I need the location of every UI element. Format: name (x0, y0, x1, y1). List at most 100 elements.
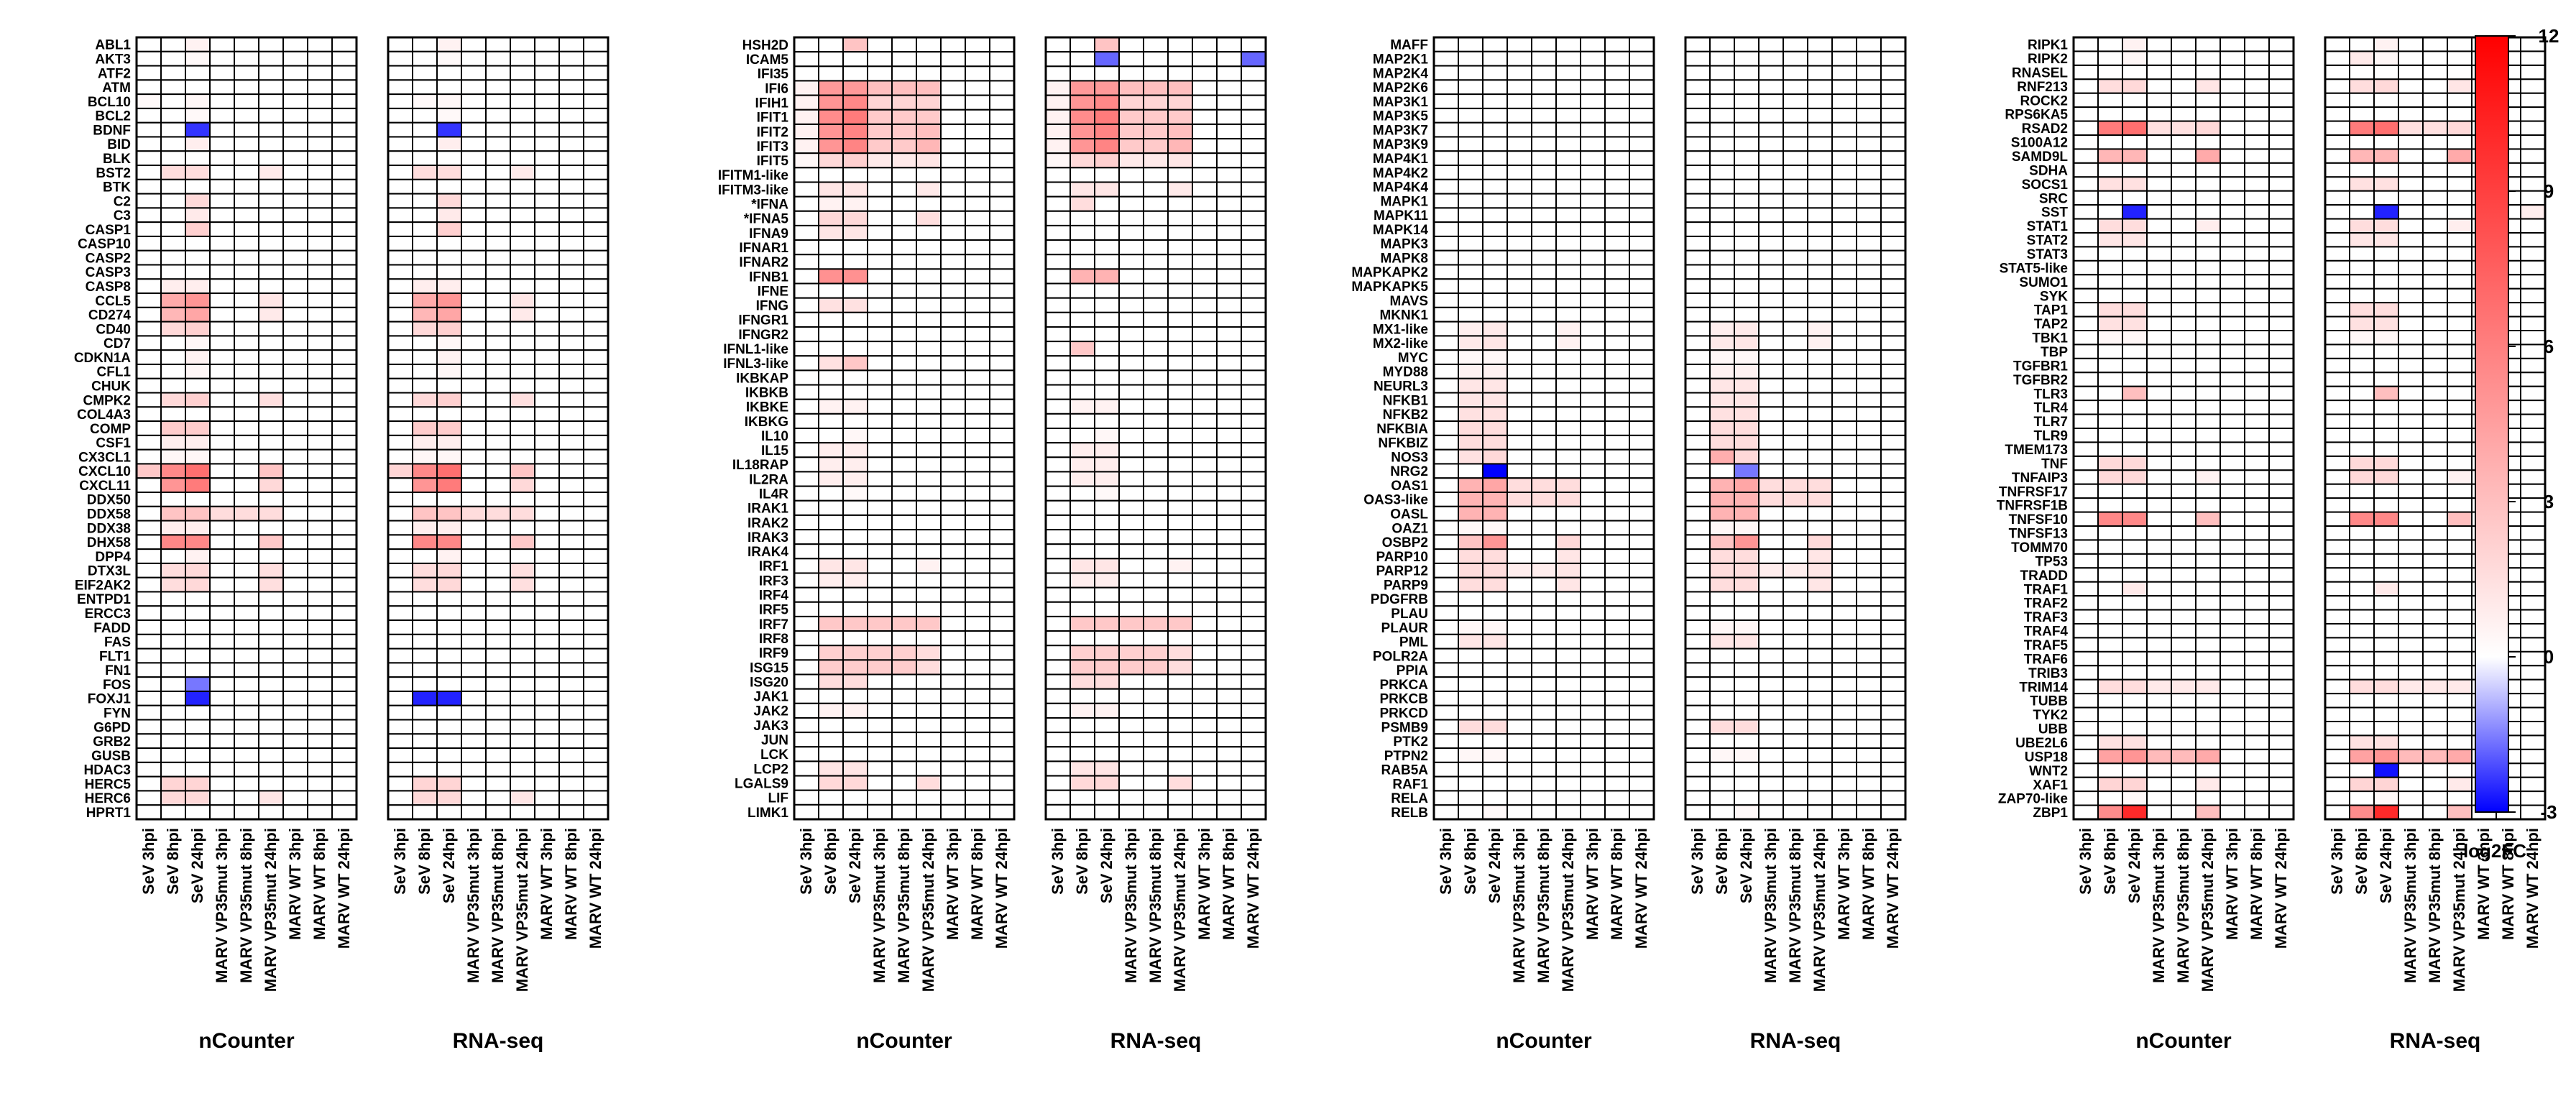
gene-label: NEURL3 (1374, 379, 1428, 395)
gene-label: CFL1 (97, 365, 132, 380)
gene-label: TRIM14 (2019, 680, 2068, 695)
heatmap-cell-rnaseq (412, 605, 438, 622)
heatmap-cell-rnaseq (1167, 239, 1193, 256)
heatmap-cell-ncounter (1604, 619, 1630, 635)
heatmap-cell-rnaseq (1045, 485, 1071, 502)
gene-label: MAVS (1390, 294, 1428, 309)
gene-label: IFNGR1 (738, 313, 788, 328)
heatmap-cell-ncounter (1482, 292, 1508, 308)
heatmap-cell-ncounter (818, 428, 844, 444)
heatmap-cell-ncounter (234, 761, 259, 778)
heatmap-cell-ncounter (307, 93, 333, 109)
heatmap-cell-rnaseq (1241, 471, 1266, 487)
heatmap-cell-ncounter (1629, 363, 1655, 379)
heatmap-cell-ncounter (1433, 492, 1459, 507)
heatmap-cell-rnaseq (1880, 377, 1906, 394)
heatmap-cell-rnaseq (1070, 80, 1095, 96)
heatmap-cell-ncounter (2122, 259, 2148, 276)
heatmap-cell-rnaseq (412, 193, 438, 209)
heatmap-cell-ncounter (136, 335, 162, 351)
heatmap-cell-rnaseq (1118, 384, 1144, 400)
heatmap-cell-ncounter (2146, 748, 2172, 765)
heatmap-cell-ncounter (2171, 693, 2196, 709)
heatmap-cell-ncounter (1506, 321, 1532, 337)
heatmap-cell-ncounter (2073, 525, 2099, 541)
heatmap-cell-ncounter (794, 543, 819, 560)
heatmap-cell-ncounter (1482, 178, 1508, 195)
heatmap-cell-ncounter (2097, 455, 2123, 471)
heatmap-cell-ncounter (2122, 650, 2148, 667)
heatmap-cell-rnaseq (1758, 278, 1784, 295)
heatmap-cell-rnaseq (1070, 586, 1095, 603)
heatmap-cell-ncounter (2171, 469, 2196, 485)
heatmap-cell-rnaseq (1216, 37, 1242, 53)
heatmap-cell-ncounter (1531, 719, 1557, 735)
gene-label: FAS (104, 635, 131, 650)
heatmap-cell-ncounter (2268, 134, 2294, 150)
heatmap-cell-ncounter (2268, 455, 2294, 471)
gene-label: G6PD (93, 720, 131, 735)
heatmap-cell-rnaseq (1758, 775, 1784, 792)
heatmap-cell-ncounter (331, 377, 357, 394)
heatmap-cell-ncounter (160, 505, 186, 522)
heatmap-cell-ncounter (818, 456, 844, 473)
heatmap-cell-ncounter (1604, 65, 1630, 81)
heatmap-cell-ncounter (940, 341, 966, 357)
heatmap-cell-rnaseq (1143, 413, 1169, 429)
heatmap-cell-rnaseq (1856, 505, 1882, 522)
heatmap-cell-ncounter (794, 195, 819, 212)
heatmap-cell-ncounter (209, 406, 235, 423)
heatmap-cell-rnaseq (1118, 673, 1144, 690)
heatmap-cell-ncounter (2073, 330, 2099, 346)
column-label: MARV VP35mut 8hpi (489, 828, 507, 983)
gene-label: RNASEL (2012, 65, 2069, 80)
heatmap-cell-ncounter (1555, 562, 1581, 579)
heatmap-cell-rnaseq (436, 534, 462, 550)
heatmap-cell-ncounter (794, 297, 819, 313)
heatmap-cell-rnaseq (387, 178, 413, 195)
gene-label: NOS3 (1391, 450, 1428, 465)
heatmap-cell-rnaseq (1758, 121, 1784, 138)
heatmap-cell-rnaseq (1880, 93, 1906, 109)
heatmap-cell-ncounter (989, 413, 1015, 429)
heatmap-cell-ncounter (2171, 232, 2196, 248)
heatmap-cell-rnaseq (1118, 702, 1144, 719)
heatmap-cell-rnaseq (1856, 264, 1882, 280)
heatmap-cell-ncounter (1506, 136, 1532, 152)
heatmap-cell-ncounter (1531, 605, 1557, 622)
gene-label: TP53 (2036, 554, 2068, 569)
heatmap-cell-ncounter (136, 505, 162, 522)
heatmap-cell-ncounter (1482, 264, 1508, 280)
heatmap-cell-ncounter (2244, 776, 2270, 793)
heatmap-cell-rnaseq (1856, 605, 1882, 622)
gene-label: GRB2 (93, 734, 131, 750)
heatmap-cell-rnaseq (485, 576, 511, 593)
heatmap-cell-ncounter (1531, 534, 1557, 550)
heatmap-cell-ncounter (307, 392, 333, 408)
heatmap-cell-ncounter (1458, 235, 1484, 252)
heatmap-cell-rnaseq (1685, 136, 1711, 152)
heatmap-cell-ncounter (1555, 534, 1581, 550)
heatmap-cell-rnaseq (1070, 615, 1095, 632)
heatmap-cell-ncounter (891, 369, 917, 386)
heatmap-cell-rnaseq (2349, 706, 2375, 723)
heatmap-cell-ncounter (1629, 761, 1655, 778)
heatmap-cell-rnaseq (2324, 64, 2350, 80)
heatmap-cell-rnaseq (2373, 734, 2399, 750)
heatmap-cell-ncounter (1629, 136, 1655, 152)
heatmap-cell-rnaseq (1241, 181, 1266, 198)
heatmap-cell-ncounter (1506, 207, 1532, 223)
heatmap-cell-rnaseq (1045, 123, 1071, 140)
heatmap-cell-rnaseq (485, 619, 511, 635)
heatmap-cell-ncounter (1482, 492, 1508, 507)
heatmap-cell-ncounter (307, 65, 333, 81)
heatmap-cell-ncounter (1555, 306, 1581, 323)
heatmap-cell-rnaseq (1094, 485, 1120, 502)
heatmap-cell-rnaseq (1118, 152, 1144, 169)
heatmap-cell-rnaseq (1192, 789, 1218, 806)
heatmap-cell-rnaseq (461, 662, 487, 678)
heatmap-cell-ncounter (209, 335, 235, 351)
heatmap-cell-rnaseq (1734, 335, 1760, 351)
heatmap-cell-ncounter (2244, 748, 2270, 765)
heatmap-cell-rnaseq (1045, 716, 1071, 734)
